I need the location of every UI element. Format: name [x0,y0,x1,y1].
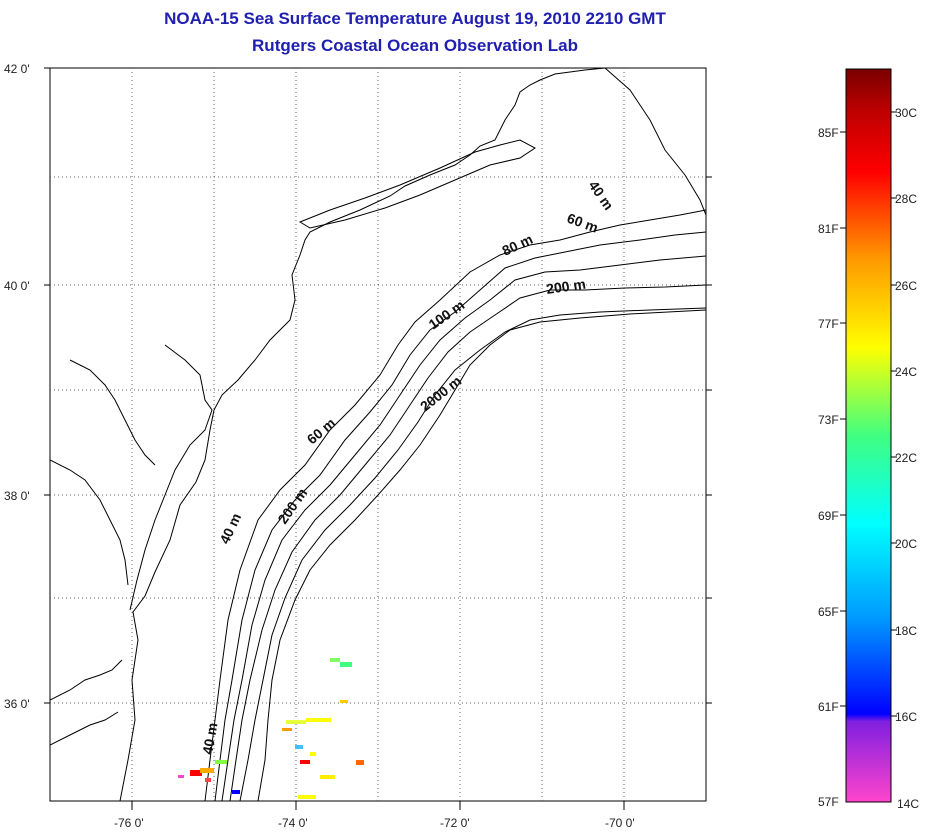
colorbar-f-label: 73F [818,413,839,427]
lat-label-40: 40 0' [4,279,30,293]
colorbar-c-label: 20C [895,537,917,551]
map-title: NOAA-15 Sea Surface Temperature August 1… [164,9,666,28]
colorbar [845,68,892,803]
lon-label-70: -70 0' [605,816,635,830]
colorbar-c-label: 16C [895,710,917,724]
map-frame [49,67,707,802]
colorbar-c-label: 24C [895,365,917,379]
colorbar-c-label: 30C [895,106,917,120]
depth-label: 40 m [199,721,220,755]
lat-label-38: 38 0' [4,489,30,503]
inland-shore-2 [69,359,156,466]
coastline [119,68,706,801]
colorbar-c-label: 14C [897,797,919,811]
inland-shore-4 [50,711,119,746]
bathymetry-contours [204,209,706,801]
map-ticks [44,67,712,810]
colorbar-f-label: 69F [818,509,839,523]
colorbar-f-label: 61F [818,700,839,714]
colorbar-f-label: 85F [818,126,839,140]
map-subtitle: Rutgers Coastal Ocean Observation Lab [252,36,578,55]
colorbar-c-label: 26C [895,279,917,293]
lon-label-74: -74 0' [278,816,308,830]
colorbar-f-label: 77F [818,317,839,331]
bay-shore [129,344,213,611]
lon-label-72: -72 0' [440,816,470,830]
depth-label: 200 m [545,276,587,297]
colorbar-f-label: 57F [818,795,839,809]
colorbar-ticks [840,111,897,717]
lat-label-42: 42 0' [4,62,30,76]
colorbar-c-label: 18C [895,624,917,638]
colorbar-c-label: 28C [895,192,917,206]
colorbar-f-label: 65F [818,605,839,619]
sst-data-patches [178,658,364,799]
colorbar-f-label: 81F [818,222,839,236]
inland-shore-3 [50,659,123,701]
colorbar-c-label: 22C [895,451,917,465]
lon-label-76: -76 0' [114,816,144,830]
inland-shore [50,459,129,586]
long-island [298,139,536,229]
lat-label-36: 36 0' [4,697,30,711]
